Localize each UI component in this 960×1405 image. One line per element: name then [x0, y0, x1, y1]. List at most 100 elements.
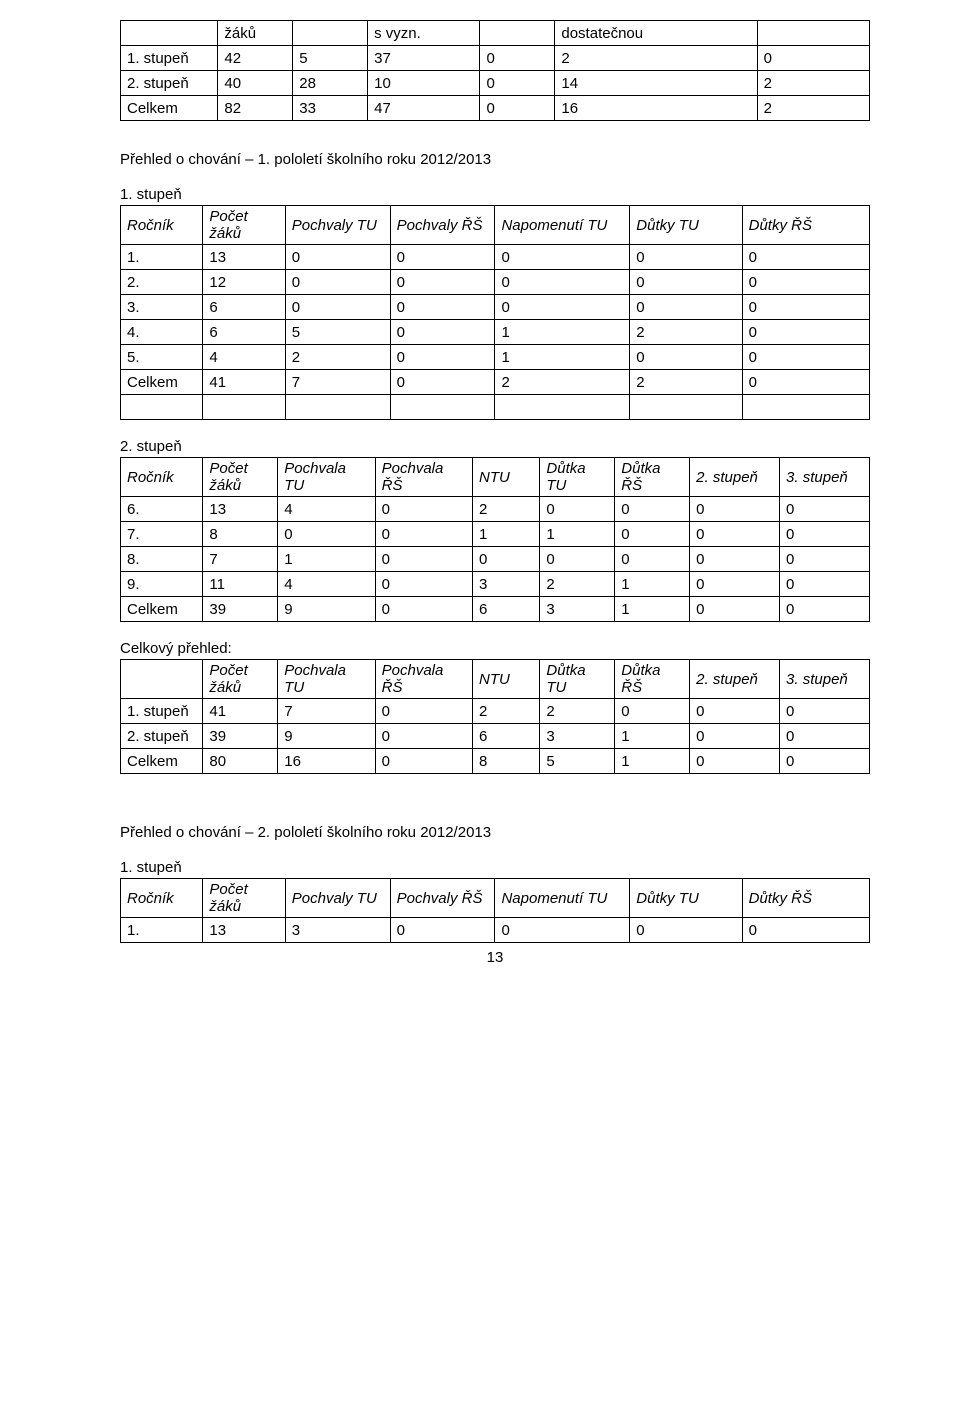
cell: 0	[375, 724, 472, 749]
cell: 0	[495, 270, 630, 295]
cell: 0	[390, 295, 495, 320]
cell: 42	[218, 46, 293, 71]
cell: 0	[615, 522, 690, 547]
cell: 2. stupeň	[121, 724, 203, 749]
cell: 0	[375, 749, 472, 774]
cell: 1	[540, 522, 615, 547]
cell: Celkem	[121, 370, 203, 395]
table-row: 8.71000000	[121, 547, 870, 572]
cell: 2. stupeň	[121, 71, 218, 96]
cell: 2. stupeň	[690, 660, 780, 699]
table-header-row: Ročník Počet žáků Pochvaly TU Pochvaly Ř…	[121, 206, 870, 245]
cell: 3	[285, 918, 390, 943]
table-row: 1.1300000	[121, 245, 870, 270]
cell: Pochvaly TU	[285, 206, 390, 245]
table-row: 3.600000	[121, 295, 870, 320]
cell: 1	[615, 597, 690, 622]
cell: 0	[540, 547, 615, 572]
cell: 7.	[121, 522, 203, 547]
cell: Pochvala TU	[278, 458, 375, 497]
stage-label: 2. stupeň	[120, 438, 870, 455]
cell: Počet žáků	[203, 879, 285, 918]
cell: dostatečnou	[555, 21, 757, 46]
cell: Počet žáků	[203, 206, 285, 245]
cell: 0	[780, 597, 870, 622]
cell: 2	[285, 345, 390, 370]
cell: 0	[495, 245, 630, 270]
cell: Důtky TU	[630, 206, 742, 245]
cell: 9	[278, 597, 375, 622]
cell: 0	[390, 270, 495, 295]
cell: 0	[742, 345, 869, 370]
behaviour-table-1: Ročník Počet žáků Pochvaly TU Pochvaly Ř…	[120, 205, 870, 420]
cell: 0	[690, 597, 780, 622]
cell: NTU	[472, 458, 539, 497]
cell: 47	[368, 96, 480, 121]
cell: 0	[375, 522, 472, 547]
cell: 3	[540, 724, 615, 749]
cell: 2	[757, 71, 869, 96]
cell: 0	[630, 918, 742, 943]
cell: 0	[375, 572, 472, 597]
cell: 5	[540, 749, 615, 774]
cell: 0	[540, 497, 615, 522]
cell: 0	[615, 699, 690, 724]
cell: Pochvala ŘŠ	[375, 660, 472, 699]
cell: 1. stupeň	[121, 699, 203, 724]
cell: Důtka ŘŠ	[615, 458, 690, 497]
cell: 14	[555, 71, 757, 96]
table-row: Celkem 82 33 47 0 16 2	[121, 96, 870, 121]
cell: 7	[285, 370, 390, 395]
table-row: 1. stupeň 42 5 37 0 2 0	[121, 46, 870, 71]
cell: 11	[203, 572, 278, 597]
table-row: 4.650120	[121, 320, 870, 345]
cell: 1	[472, 522, 539, 547]
table-header-row: Počet žáků Pochvala TU Pochvala ŘŠ NTU D…	[121, 660, 870, 699]
section-title: Přehled o chování – 1. pololetí školního…	[120, 151, 870, 168]
cell: 0	[780, 572, 870, 597]
cell: Ročník	[121, 879, 203, 918]
section-title: Přehled o chování – 2. pololetí školního…	[120, 824, 870, 841]
cell: 13	[203, 245, 285, 270]
cell: 0	[375, 699, 472, 724]
cell: 41	[203, 370, 285, 395]
cell: 8.	[121, 547, 203, 572]
cell	[390, 395, 495, 420]
cell: 0	[690, 724, 780, 749]
cell: 0	[690, 699, 780, 724]
cell: 0	[690, 497, 780, 522]
cell: 2	[472, 699, 539, 724]
table-row: 1. stupeň417022000	[121, 699, 870, 724]
cell: 82	[218, 96, 293, 121]
cell: 0	[495, 295, 630, 320]
table-row-empty	[121, 395, 870, 420]
cell: 4.	[121, 320, 203, 345]
table-row: 1.1330000	[121, 918, 870, 943]
cell	[480, 21, 555, 46]
cell: 8	[472, 749, 539, 774]
cell: 1	[495, 320, 630, 345]
cell: 0	[690, 547, 780, 572]
cell: 9	[278, 724, 375, 749]
cell: 0	[742, 295, 869, 320]
cell: 0	[278, 522, 375, 547]
cell: 2	[540, 572, 615, 597]
table-row: 7.80011000	[121, 522, 870, 547]
cell: 2	[555, 46, 757, 71]
cell: Důtka TU	[540, 458, 615, 497]
cell: 0	[480, 96, 555, 121]
table-row: Celkem4170220	[121, 370, 870, 395]
cell: 2	[472, 497, 539, 522]
table-row: 5.420100	[121, 345, 870, 370]
cell: Důtka TU	[540, 660, 615, 699]
cell: 0	[757, 46, 869, 71]
cell: 6	[203, 295, 285, 320]
cell: 4	[203, 345, 285, 370]
cell: 37	[368, 46, 480, 71]
cell	[121, 21, 218, 46]
cell: 0	[690, 572, 780, 597]
cell: 1	[615, 572, 690, 597]
cell	[495, 395, 630, 420]
cell: 16	[278, 749, 375, 774]
cell: 12	[203, 270, 285, 295]
